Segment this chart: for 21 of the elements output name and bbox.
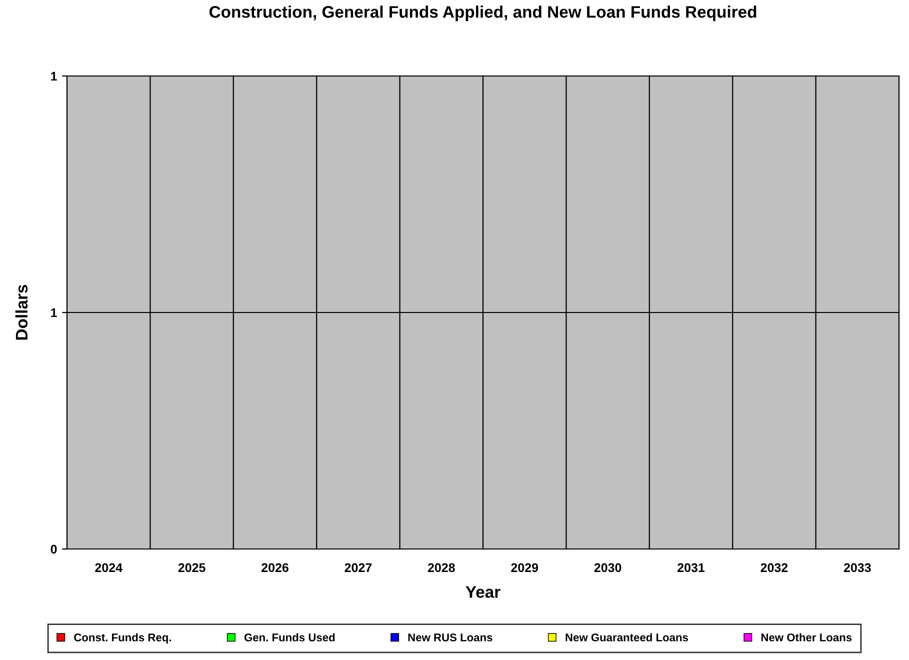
y-tick-label: 1 (51, 72, 57, 81)
y-tick-label: 1 (51, 308, 57, 318)
legend-label: New RUS Loans (408, 634, 492, 642)
x-tick-label: 2031 (678, 563, 705, 572)
y-axis-title: Dollars (15, 284, 28, 340)
x-tick-label: 2029 (511, 563, 538, 572)
x-tick-label: 2028 (428, 563, 455, 572)
x-tick-label: 2030 (594, 563, 622, 572)
x-tick-label: 2027 (344, 563, 372, 572)
chart-title: Construction, General Funds Applied, and New Loan Funds Required (209, 6, 756, 22)
y-tick-label: 0 (50, 544, 57, 554)
legend-label: New Other Loans (761, 633, 852, 642)
x-tick-label: 2033 (844, 563, 871, 572)
legend-label: Const. Funds Req. (74, 633, 171, 644)
legend-label: Gen. Funds Used (244, 633, 335, 642)
x-tick-label: 2026 (262, 563, 288, 572)
x-tick-label: 2024 (95, 563, 122, 572)
x-axis-title: Year (466, 586, 500, 598)
legend-label: New Guaranteed Loans (566, 633, 688, 642)
x-tick-label: 2032 (760, 563, 788, 572)
x-tick-label: 2025 (178, 563, 206, 572)
